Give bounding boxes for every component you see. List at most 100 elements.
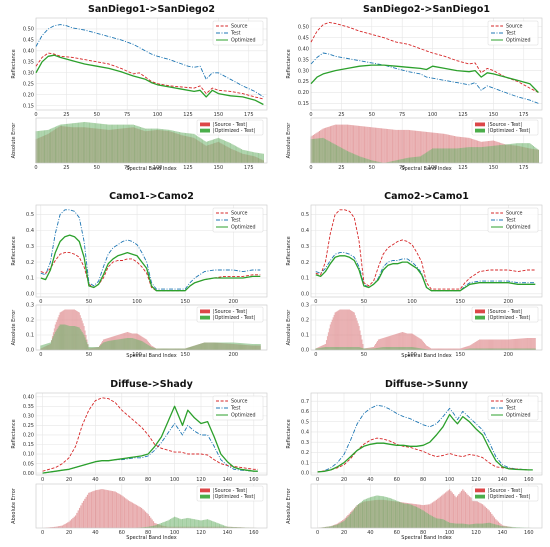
error-bar [93, 347, 95, 350]
error-bar [412, 130, 414, 163]
error-bar [410, 130, 412, 163]
error-bar [527, 348, 528, 350]
error-bar [248, 151, 250, 163]
error-bar [341, 309, 343, 350]
error-bar [398, 347, 400, 350]
error-bar [411, 347, 413, 350]
error-bar [368, 127, 370, 163]
error-bar [423, 131, 425, 163]
error-legend-label: |Source - Test| [213, 488, 247, 494]
error-bar [97, 123, 99, 163]
error-bar [342, 124, 344, 163]
error-bar [355, 125, 357, 163]
error-bar [329, 324, 331, 350]
error-bar [237, 342, 239, 351]
error-bar [129, 501, 131, 528]
error-bar [446, 491, 448, 528]
error-x-tick-label: 125 [458, 165, 468, 171]
error-bar [171, 348, 173, 350]
error-bar [474, 342, 476, 350]
error-bar [489, 339, 491, 350]
error-bar [472, 498, 474, 528]
error-bar [59, 324, 61, 350]
error-bar [172, 348, 174, 350]
error-plot-frame [310, 483, 543, 529]
legend-box [487, 207, 539, 233]
error-bar [78, 507, 81, 528]
error-bar [224, 342, 226, 350]
error-bar [78, 122, 80, 163]
error-bar [390, 347, 392, 350]
error-bar [456, 148, 458, 163]
error-bar [514, 338, 516, 350]
error-bar [350, 513, 352, 528]
error-bar [323, 527, 325, 528]
error-bar [452, 494, 455, 528]
error-bar [473, 147, 475, 163]
x-tick-label: 40 [92, 477, 98, 483]
error-bar [241, 527, 243, 528]
error-legend-swatch [475, 494, 485, 499]
error-bar [502, 339, 503, 350]
error-bar [119, 339, 121, 350]
error-bar [258, 344, 260, 350]
error-bar [344, 519, 346, 528]
error-bar [46, 343, 48, 350]
error-bar [373, 127, 375, 163]
error-bar [394, 129, 396, 163]
error-bar [345, 150, 347, 163]
error-bar [119, 124, 121, 163]
error-bar [425, 512, 427, 528]
error-bar [463, 347, 465, 350]
error-bar [447, 148, 449, 163]
error-bar [326, 139, 328, 163]
y-tick-label: 0.4 [301, 228, 309, 234]
error-bar [474, 499, 476, 528]
error-bar [442, 494, 444, 528]
y-tick-label: 0.30 [23, 414, 34, 420]
error-bar [404, 347, 406, 350]
error-bar [419, 156, 421, 163]
error-bar [402, 332, 403, 350]
error-bar [137, 505, 139, 528]
legend-label: Source [506, 211, 523, 217]
error-bar [376, 348, 377, 350]
error-bar [81, 332, 83, 350]
error-bar [475, 500, 477, 528]
error-bar [390, 335, 392, 350]
error-bar [370, 159, 372, 163]
error-bar [466, 346, 468, 350]
error-bar [530, 348, 531, 350]
error-bar [404, 129, 406, 163]
error-bar [445, 492, 447, 528]
error-bar [142, 527, 144, 528]
error-bar [350, 125, 352, 163]
error-bar [488, 339, 490, 350]
error-bar [430, 348, 432, 350]
error-bar [508, 348, 510, 350]
error-bar [531, 145, 533, 163]
error-bar [348, 309, 349, 350]
error-bar [149, 345, 151, 350]
error-bar [147, 526, 149, 528]
error-bar [239, 343, 241, 350]
error-bar [342, 148, 344, 163]
error-bar [327, 347, 329, 350]
error-bar [63, 124, 65, 163]
error-bar [423, 511, 426, 528]
error-bar [85, 122, 87, 163]
y-tick-label: 0.25 [23, 81, 34, 87]
error-bar [366, 158, 368, 163]
error-bar [210, 520, 213, 528]
series-line-test [317, 404, 533, 473]
error-bar [350, 310, 351, 350]
error-bar [477, 340, 478, 350]
error-x-tick-label: 25 [338, 165, 344, 171]
legend-box [212, 207, 264, 233]
error-bar [475, 348, 477, 350]
error-bar [333, 347, 335, 350]
error-bar [352, 510, 354, 528]
error-bar [501, 348, 503, 350]
error-bar [488, 522, 490, 528]
error-bar [97, 347, 99, 350]
